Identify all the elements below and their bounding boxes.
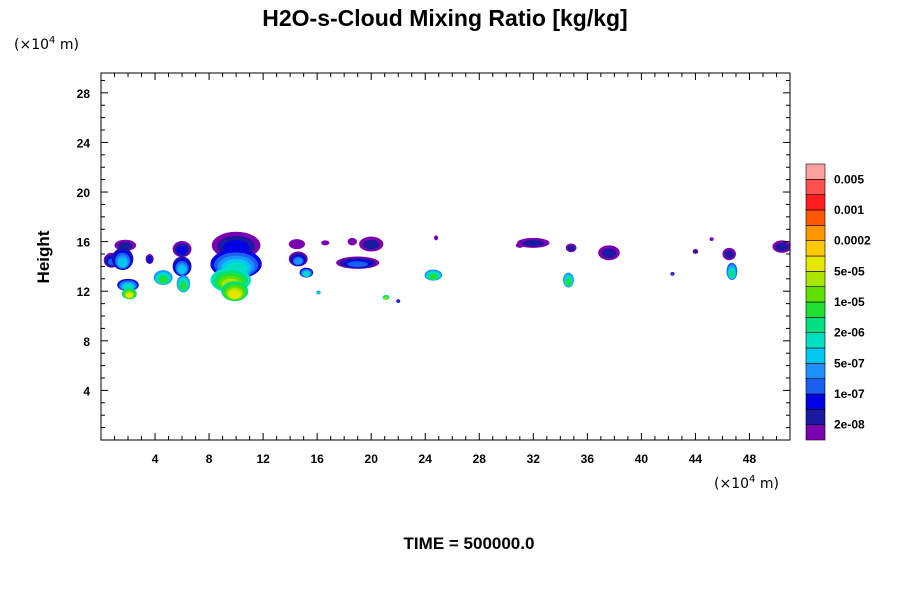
cloud-cell [363,239,380,250]
cloud-cell [117,257,128,268]
cloud-cell [147,257,152,263]
y-tick-label: 28 [77,87,91,101]
colorbar-label: 5e-05 [834,264,865,278]
colorbar-label: 2e-08 [834,418,865,432]
y-unit-suffix: m) [55,37,79,53]
colorbar-swatch [805,301,826,318]
colorbar-label: 1e-05 [834,295,865,309]
y-tick-label: 12 [77,285,91,299]
x-unit-exponent: 4 [749,474,755,485]
colorbar-swatch [805,363,826,379]
colorbar-swatch [805,271,826,287]
colorbar-label: 0.005 [834,172,864,186]
x-tick-label: 28 [473,452,487,466]
colorbar-label: 0.001 [834,203,864,217]
cloud-cell [228,290,241,299]
cloud-cell [566,279,571,286]
svg-text:(×104 m): (×104 m) [714,474,779,492]
cloud-cell [397,300,400,303]
colorbar-label: 5e-07 [834,356,865,370]
colorbar-swatch [805,409,826,425]
cloud-cell [177,265,187,274]
cloud-cell [317,292,320,294]
x-tick-label: 48 [743,452,757,466]
cloud-cell [321,240,330,246]
y-tick-label: 16 [77,236,91,250]
cloud-cell [158,276,168,284]
cloud-cell [729,270,735,278]
x-tick-label: 16 [310,452,324,466]
y-axis-label: Height [34,230,53,283]
y-tick-label: 20 [77,186,91,200]
cloud-field [103,231,790,303]
colorbar-swatch [805,163,826,180]
y-unit-exponent: 4 [49,35,55,46]
cloud-cell [709,237,714,242]
colorbar-label: 2e-06 [834,326,865,340]
colorbar-label: 0.0002 [834,234,871,248]
colorbar-swatch [805,179,826,195]
x-unit-suffix: m) [755,476,779,492]
cloud-cell [567,245,575,251]
y-tick-label: 4 [83,384,90,398]
y-unit-prefix: (×10 [14,37,49,53]
colorbar-swatch [805,317,826,333]
cloud-cell [671,273,674,276]
colorbar-swatch [805,209,826,226]
cloud-cell [384,297,388,300]
colorbar: 2e-08 1e-07 5e-07 2e-06 1e-05 5e-05 0.0002 0.00… [805,163,871,441]
cloud-cell [515,242,524,248]
x-tick-label: 24 [419,452,433,466]
cloud-cell [126,293,133,298]
cloud-cell [180,282,187,291]
x-tick-label: 40 [635,452,649,466]
colorbar-swatch [805,286,826,303]
y-unit-label: (×104 m) [14,35,79,53]
x-tick-label: 32 [527,452,541,466]
cloud-cell [601,248,616,259]
cloud-cell [347,237,358,246]
y-axis: 4 8 12 16 20 24 28 [77,79,790,429]
cloud-cell [429,274,438,280]
plot-background [101,73,790,440]
colorbar-swatch [805,194,826,211]
cloud-cell [522,240,544,247]
colorbar-swatch [805,225,826,241]
colorbar-swatch [805,424,826,441]
x-tick-label: 8 [206,452,213,466]
time-label: TIME = 500000.0 [404,534,535,553]
svg-text:(×104 m): (×104 m) [14,35,79,53]
x-tick-label: 36 [581,452,595,466]
cloud-cell [294,258,303,265]
colorbar-swatch [805,255,826,272]
cloud-cell [118,242,133,250]
cloud-cell [434,235,439,241]
y-tick-label: 8 [83,335,90,349]
colorbar-label: 1e-07 [834,387,865,401]
cloud-cell [347,261,368,268]
plot-frame [100,72,791,441]
cloud-cell [775,243,789,252]
colorbar-swatch [805,393,826,410]
x-tick-label: 4 [152,452,159,466]
cloud-cell [288,239,305,250]
x-tick-label: 20 [365,452,379,466]
chart-title: H2O-s-Cloud Mixing Ratio [kg/kg] [262,5,627,31]
cloud-cell [693,250,698,254]
cloud-cell [177,246,188,255]
y-tick-label: 24 [77,136,91,150]
x-tick-label: 44 [689,452,703,466]
x-axis: 4 8 12 16 20 24 28 32 36 40 44 48 [114,73,777,466]
x-unit-prefix: (×10 [714,476,749,492]
cloud-cell [724,250,734,259]
colorbar-swatch [805,378,826,395]
colorbar-swatch [805,347,826,364]
colorbar-swatch [805,332,826,349]
x-tick-label: 12 [256,452,270,466]
x-unit-label: (×104 m) [714,474,779,492]
cloud-cell [303,272,310,277]
colorbar-swatch [805,240,826,257]
plot-area [100,72,791,441]
